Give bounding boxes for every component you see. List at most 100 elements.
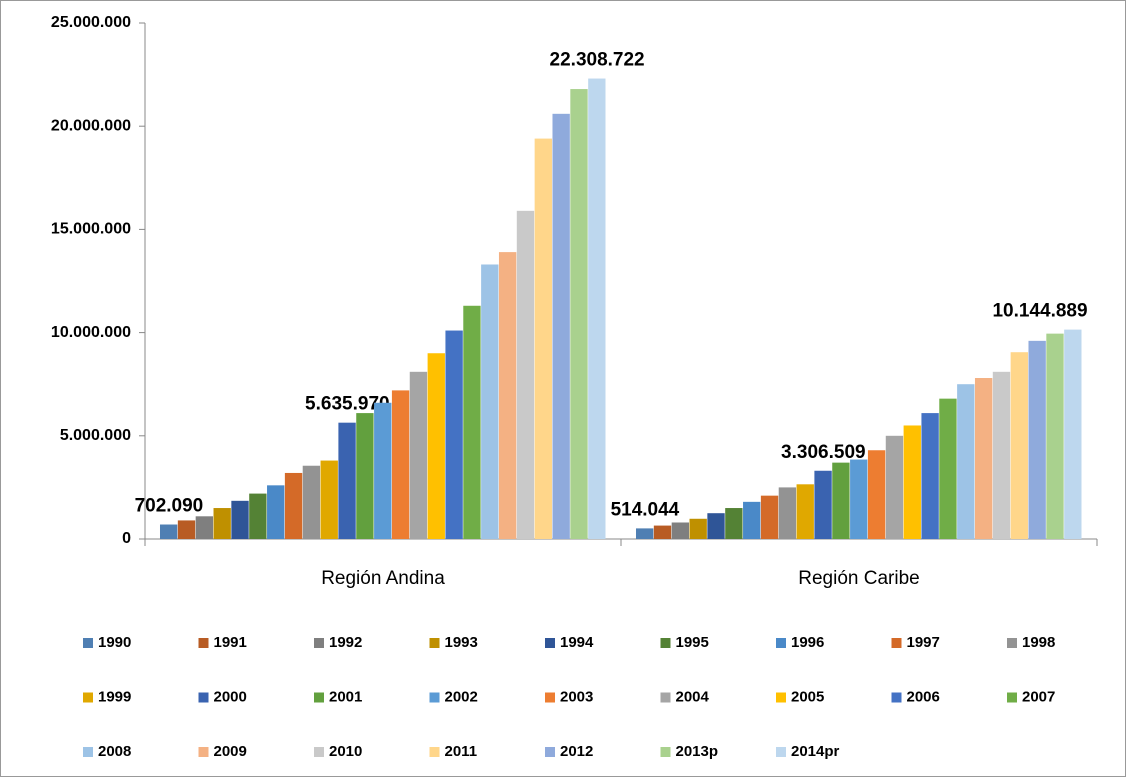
legend-swatch (83, 638, 93, 648)
legend-swatch (429, 747, 440, 757)
y-tick-label: 5.000.000 (60, 427, 131, 444)
legend-label: 1994 (560, 634, 594, 651)
legend-swatch (198, 692, 209, 703)
legend-swatch (891, 692, 902, 703)
bar (356, 413, 374, 539)
bar (231, 500, 249, 539)
bar (743, 501, 761, 539)
legend-label: 1990 (98, 634, 131, 651)
legend-swatch (314, 747, 324, 757)
bar (707, 513, 725, 539)
bar (689, 518, 707, 539)
bar (832, 462, 850, 539)
bar (427, 353, 445, 539)
legend-swatch (776, 692, 786, 703)
legend-label: 1997 (907, 634, 940, 651)
bar (867, 450, 886, 539)
bar (1046, 333, 1064, 539)
legend-label: 1995 (676, 634, 709, 651)
value-label: 22.308.722 (550, 50, 645, 71)
bar (725, 508, 743, 539)
legend-swatch (198, 747, 209, 757)
legend-label: 1999 (98, 688, 131, 705)
bar (939, 398, 957, 539)
legend-swatch (198, 638, 209, 648)
bar (778, 487, 797, 539)
bar (1010, 352, 1028, 539)
legend-label: 2013p (676, 743, 719, 760)
legend-swatch (429, 638, 440, 648)
bar (796, 484, 814, 539)
legend-label: 2009 (214, 743, 247, 760)
bar (159, 524, 178, 539)
bar (552, 113, 570, 539)
bar (850, 459, 868, 539)
legend-label: 1998 (1022, 634, 1055, 651)
legend-label: 2003 (560, 688, 593, 705)
legend-label: 2002 (445, 688, 478, 705)
bar (671, 522, 690, 539)
legend-label: 2006 (907, 688, 940, 705)
legend-label: 2011 (445, 743, 478, 760)
y-tick-label: 10.000.000 (51, 324, 131, 341)
legend-swatch (1007, 638, 1017, 648)
y-tick-label: 0 (122, 530, 131, 547)
bar (195, 516, 214, 539)
legend-label: 2010 (329, 743, 362, 760)
bar (338, 422, 356, 539)
legend-swatch (776, 638, 786, 648)
bar (516, 210, 535, 539)
legend-swatch (660, 747, 671, 757)
bar (481, 264, 499, 539)
bar (213, 508, 231, 539)
bar (374, 402, 392, 539)
bar (570, 89, 588, 539)
legend-label: 2014pr (791, 743, 840, 760)
bar (249, 493, 267, 539)
legend-label: 2004 (676, 688, 710, 705)
bar (284, 472, 303, 539)
bar (302, 465, 321, 539)
bar (885, 435, 904, 539)
bar (957, 384, 975, 539)
legend-swatch (314, 692, 324, 703)
legend-swatch (83, 747, 93, 757)
value-label: 514.044 (611, 499, 680, 520)
bar (974, 378, 993, 539)
value-label: 5.635.970 (305, 394, 390, 415)
bar (267, 485, 285, 539)
bar (1028, 340, 1046, 539)
bar (814, 470, 832, 539)
legend-swatch (429, 692, 440, 703)
legend-swatch (314, 638, 324, 648)
bar (921, 413, 939, 539)
bar (320, 460, 338, 539)
bar (498, 252, 517, 539)
legend-swatch (545, 638, 555, 648)
bar (534, 138, 552, 540)
legend-label: 2005 (791, 688, 824, 705)
legend-swatch (1007, 692, 1017, 703)
y-tick-label: 20.000.000 (51, 117, 131, 134)
x-tick-label: Región Caribe (798, 568, 919, 589)
legend-label: 2008 (98, 743, 131, 760)
legend-swatch (83, 692, 93, 703)
bar (445, 330, 463, 539)
legend-label: 2001 (329, 688, 362, 705)
value-label: 10.144.889 (992, 301, 1087, 322)
legend-swatch (545, 747, 555, 757)
legend-swatch (891, 638, 902, 648)
legend-label: 1991 (214, 634, 247, 651)
y-tick-label: 15.000.000 (51, 221, 131, 238)
x-tick-label: Región Andina (321, 568, 445, 589)
bar (588, 78, 606, 540)
legend-swatch (776, 747, 786, 757)
bar (1064, 329, 1082, 539)
y-tick-label: 25.000.000 (51, 14, 131, 31)
bar (760, 495, 779, 539)
legend-label: 1996 (791, 634, 824, 651)
legend-swatch (660, 638, 671, 648)
legend-label: 2012 (560, 743, 593, 760)
value-label: 3.306.509 (781, 442, 866, 463)
